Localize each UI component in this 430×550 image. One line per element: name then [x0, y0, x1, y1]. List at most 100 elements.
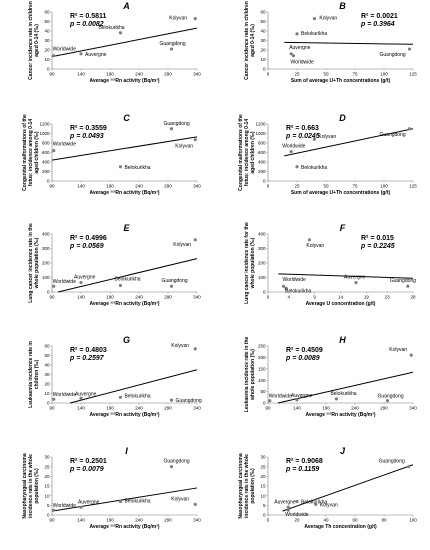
data-point	[407, 47, 412, 51]
data-point	[52, 54, 56, 58]
y-tick-label: 0	[263, 179, 266, 184]
panel-letter: E	[123, 223, 130, 233]
point-label: Auvergne	[291, 393, 313, 399]
y-tick-label: 800	[42, 141, 50, 146]
x-tick-label: 240	[135, 518, 143, 523]
y-tick-label: 60	[44, 344, 50, 349]
x-tick-label: 290	[164, 72, 172, 77]
p-value-label: p = 0.3964	[360, 21, 395, 28]
point-label: Guangdong	[379, 459, 405, 465]
point-label: Belokurikha	[301, 499, 327, 505]
data-point	[295, 499, 299, 504]
x-tick-label: 340	[193, 184, 201, 189]
y-tick-label: 20	[44, 48, 50, 53]
y-axis-label: whole population (‰)	[250, 237, 256, 289]
point-label: Guangdong	[380, 52, 406, 58]
trend-line	[51, 136, 198, 161]
x-tick-label: 240	[135, 295, 143, 300]
y-tick-label: 5	[263, 503, 266, 508]
r-squared-label: R² = 0.2501	[70, 458, 107, 465]
point-label: Worldwide	[285, 512, 308, 518]
data-point	[284, 286, 288, 290]
y-tick-label: 10	[44, 391, 50, 396]
data-point	[169, 127, 174, 131]
y-tick-label: 0	[263, 67, 266, 72]
panel-c: C 0 200 400 600 800 1000 1200 90 140 190 240 290 340 A…	[22, 113, 201, 196]
y-tick-label: 300	[258, 246, 266, 251]
point-label: Guangdong	[175, 398, 201, 404]
panel-i: I 0 5 10 15 20 25 30 90 140 190 240 290 340 Average ²²…	[22, 446, 201, 530]
y-tick-label: 200	[258, 169, 266, 174]
trend-line	[284, 41, 414, 45]
point-label: Auvergne	[289, 45, 311, 51]
x-tick-label: 240	[135, 406, 143, 411]
y-tick-label: 100	[258, 378, 266, 383]
panel-letter: G	[123, 335, 130, 345]
data-point	[406, 284, 410, 288]
point-label: Belokurikha	[301, 31, 327, 37]
point-label: Worldwide	[53, 47, 76, 53]
y-tick-label: 0	[263, 513, 266, 518]
panel-g: G 0 10 20 30 40 50 60 90 140 190 240 290 340 Average ²…	[28, 335, 202, 418]
x-tick-label: 90	[49, 518, 55, 523]
data-point	[289, 52, 293, 56]
y-tick-label: 0	[47, 513, 50, 518]
x-tick-label: 340	[193, 295, 201, 300]
y-tick-label: 300	[42, 246, 50, 251]
x-tick-label: 4	[287, 295, 290, 300]
x-tick-label: 90	[49, 72, 55, 77]
data-point	[354, 280, 358, 285]
x-tick-label: 100	[380, 72, 388, 77]
y-tick-label: 10	[260, 493, 266, 498]
x-tick-label: 125	[409, 72, 417, 77]
x-tick-label: 20	[294, 518, 300, 523]
point-label: Guangdong	[163, 121, 189, 127]
point-label: Kolyvan	[173, 242, 191, 248]
x-tick-label: 240	[135, 184, 143, 189]
x-tick-label: 140	[293, 406, 301, 411]
x-tick-label: 100	[409, 518, 417, 523]
y-tick-label: 1000	[39, 131, 50, 136]
x-tick-label: 90	[49, 406, 55, 411]
data-point	[385, 399, 390, 403]
data-point	[407, 465, 411, 469]
y-tick-label: 20	[260, 474, 266, 479]
x-tick-label: 290	[164, 295, 172, 300]
data-point	[407, 127, 412, 131]
y-tick-label: 0	[263, 401, 266, 406]
x-tick-label: 60	[352, 518, 358, 523]
data-point	[312, 17, 316, 21]
point-label: Guangdong	[163, 459, 189, 465]
y-tick-label: 60	[44, 10, 50, 15]
x-tick-label: 290	[164, 184, 172, 189]
x-tick-label: 340	[193, 518, 201, 523]
x-tick-label: 80	[381, 518, 387, 523]
r-squared-label: R² = 0.015	[361, 235, 394, 242]
y-tick-label: 40	[44, 29, 50, 34]
point-label: Kolyvan	[306, 243, 324, 249]
x-tick-label: 9	[313, 295, 316, 300]
x-tick-label: 290	[164, 406, 172, 411]
trend-line	[51, 487, 198, 512]
point-label: Worldwide	[283, 277, 306, 283]
x-axis-label: Average ²²²Rn activity (Bq/m³)	[89, 78, 159, 84]
y-axis-label: Nasopharyngeal carcinoma	[238, 453, 244, 519]
point-label: Auvergne	[74, 275, 96, 281]
y-axis-label: aged 0-14 (‰)	[34, 24, 40, 57]
data-point	[79, 505, 83, 509]
x-tick-label: 0	[267, 518, 270, 523]
point-label: Guangdong	[161, 278, 187, 284]
y-tick-label: 800	[258, 141, 266, 146]
y-tick-label: 0	[47, 67, 50, 72]
x-tick-label: 190	[106, 406, 114, 411]
point-label: Belokurikha	[124, 393, 150, 399]
x-tick-label: 140	[77, 72, 85, 77]
x-axis-label: Average U concentration (g/t)	[306, 301, 376, 307]
x-tick-label: 90	[49, 184, 55, 189]
y-tick-label: 25	[44, 464, 50, 469]
data-point	[169, 398, 174, 402]
y-tick-label: 400	[42, 232, 50, 237]
data-point	[307, 238, 312, 242]
y-axis-label: Cancer incidence rate in children	[28, 1, 34, 80]
x-tick-label: 14	[338, 295, 344, 300]
